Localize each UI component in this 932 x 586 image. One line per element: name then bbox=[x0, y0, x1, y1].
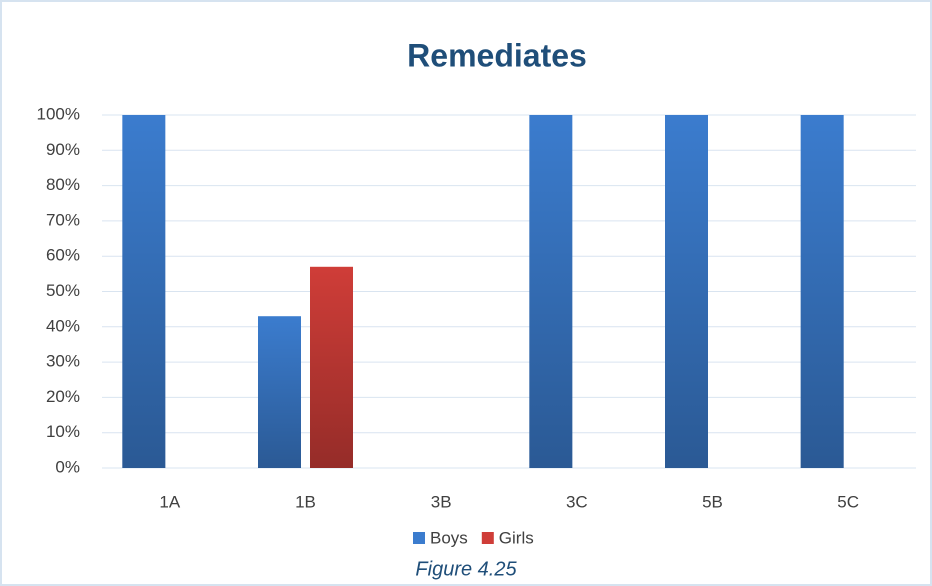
y-tick-label: 80% bbox=[46, 175, 80, 194]
chart-title: Remediates bbox=[407, 37, 587, 73]
y-tick-label: 40% bbox=[46, 316, 80, 335]
y-tick-label: 60% bbox=[46, 246, 80, 265]
y-tick-label: 50% bbox=[46, 281, 80, 300]
y-tick-label: 20% bbox=[46, 387, 80, 406]
y-tick-label: 0% bbox=[55, 457, 80, 476]
bar bbox=[529, 115, 573, 468]
y-tick-label: 70% bbox=[46, 210, 80, 229]
x-tick-label: 3C bbox=[566, 492, 588, 511]
legend-label: Girls bbox=[499, 528, 534, 547]
bar bbox=[800, 115, 844, 468]
bar bbox=[665, 115, 708, 468]
legend-swatch bbox=[413, 532, 425, 544]
legend-swatch bbox=[481, 532, 494, 544]
y-tick-label: 100% bbox=[37, 104, 80, 123]
x-tick-label: 3B bbox=[431, 492, 452, 511]
x-tick-label: 1B bbox=[295, 492, 316, 511]
y-tick-label: 90% bbox=[46, 140, 80, 159]
x-tick-label: 5C bbox=[837, 492, 859, 511]
x-tick-label: 5B bbox=[702, 492, 723, 511]
legend-label: Boys bbox=[430, 528, 468, 547]
x-tick-label: 1A bbox=[159, 492, 180, 511]
bar bbox=[258, 316, 301, 468]
bar bbox=[310, 266, 353, 468]
bar bbox=[122, 115, 166, 468]
y-tick-label: 10% bbox=[46, 422, 80, 441]
y-tick-label: 30% bbox=[46, 352, 80, 371]
caption: Figure 4.25 bbox=[415, 558, 517, 580]
